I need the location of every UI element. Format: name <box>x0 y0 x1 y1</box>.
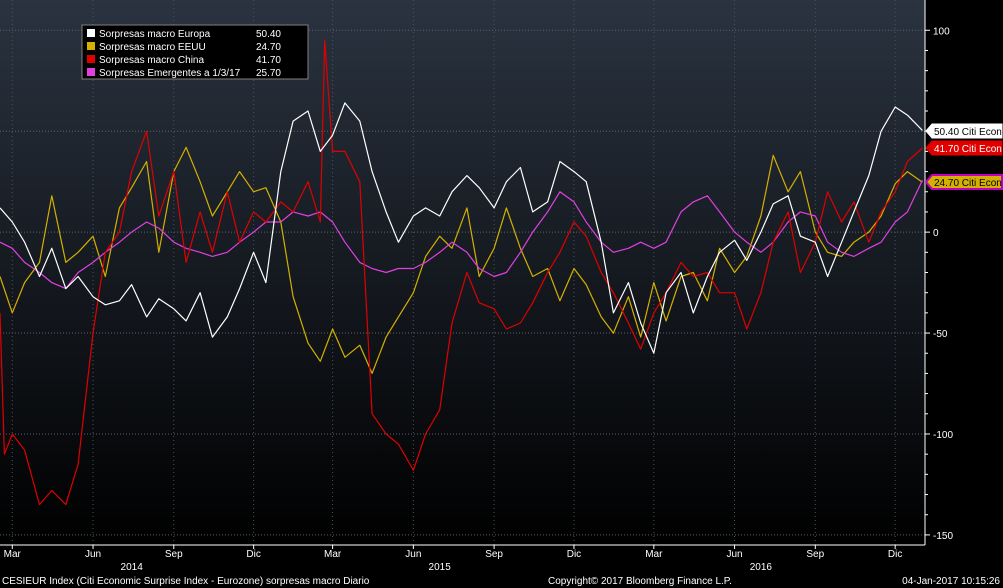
x-tick-label: Sep <box>806 549 824 560</box>
legend-swatch <box>87 55 95 63</box>
legend-entry-name: Sorpresas macro China <box>99 55 204 66</box>
year-label: 2015 <box>429 562 452 573</box>
y-tick-label: -150 <box>933 531 953 542</box>
footer-timestamp: 04-Jan-2017 10:15:26 <box>902 576 1000 587</box>
y-tick-label: 100 <box>933 26 950 37</box>
x-tick-label: Mar <box>4 549 22 560</box>
value-badge <box>925 140 1003 156</box>
value-badge-label: 41.70 Citi Econ <box>934 144 1002 155</box>
value-badge-label: 24.70 Citi Econ <box>934 178 1002 189</box>
x-tick-label: Jun <box>405 549 421 560</box>
legend-swatch <box>87 68 95 76</box>
series-line-2 <box>0 146 923 374</box>
legend-entry-value: 50.40 <box>256 29 281 40</box>
legend-entry-value: 25.70 <box>256 68 281 79</box>
legend-entry-name: Sorpresas macro Europa <box>99 29 211 40</box>
legend-box <box>81 24 309 80</box>
legend: Sorpresas macro Europa 50.40 Sorpresas mac… <box>81 24 309 80</box>
x-axis-ticks: Mar Jun Sep Dic Mar Jun Sep Dic Mar Jun Sep Dic <box>4 545 902 560</box>
x-tick-label: Jun <box>85 549 101 560</box>
series-line-1 <box>0 102 923 354</box>
x-tick-label: Mar <box>645 549 663 560</box>
year-labels: 2014 2015 2016 <box>121 562 773 573</box>
y-tick-label: -100 <box>933 430 953 441</box>
x-tick-label: Mar <box>324 549 342 560</box>
legend-swatch <box>87 42 95 50</box>
x-tick-label: Sep <box>165 549 183 560</box>
value-badge <box>925 123 1003 139</box>
last-value-badges: 50.40 Citi Econ 41.70 Citi Econ 24.70 Citi… <box>924 123 1003 190</box>
series-layer <box>0 39 923 506</box>
value-badge <box>924 174 1003 190</box>
plot-background <box>0 0 925 545</box>
x-tick-label: Sep <box>485 549 503 560</box>
legend-swatch <box>87 29 95 37</box>
legend-entry-name: Sorpresas macro EEUU <box>99 42 206 53</box>
legend-entry-value: 41.70 <box>256 55 281 66</box>
year-label: 2014 <box>121 562 144 573</box>
x-tick-label: Dic <box>567 549 581 560</box>
footer-copyright: Copyright© 2017 Bloomberg Finance L.P. <box>548 576 732 587</box>
x-tick-label: Dic <box>246 549 260 560</box>
x-tick-label: Jun <box>726 549 742 560</box>
y-tick-label: -50 <box>933 329 948 340</box>
footer-source: CESIEUR Index (Citi Economic Surprise In… <box>2 576 370 587</box>
series-line-3 <box>0 39 923 506</box>
legend-entry-value: 24.70 <box>256 42 281 53</box>
legend-entry-name: Sorpresas Emergentes a 1/3/17 <box>99 68 241 79</box>
series-line-4 <box>0 180 923 290</box>
x-tick-label: Dic <box>888 549 902 560</box>
year-label: 2016 <box>750 562 773 573</box>
y-tick-label: 0 <box>933 228 939 239</box>
y-axis-ticks: -150-100-50050100 <box>925 26 953 542</box>
value-badge-label: 50.40 Citi Econ <box>934 127 1002 138</box>
